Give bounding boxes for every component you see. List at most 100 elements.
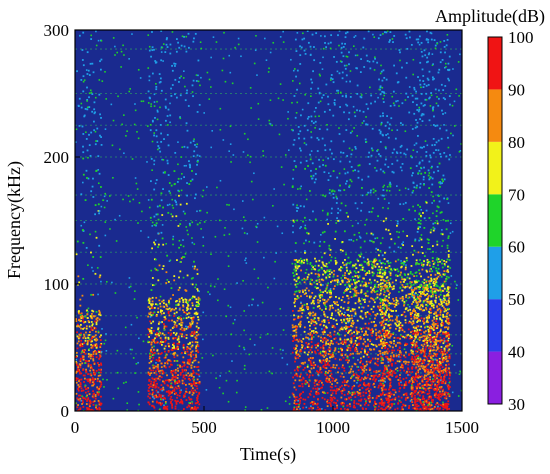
data-point <box>390 342 393 345</box>
data-point <box>197 351 200 354</box>
data-point <box>186 307 188 309</box>
data-point <box>375 363 378 366</box>
data-point <box>404 315 407 318</box>
data-point <box>309 296 311 299</box>
data-point <box>349 271 352 274</box>
data-point <box>399 366 402 369</box>
data-point <box>156 340 159 343</box>
data-point <box>436 222 439 225</box>
data-point <box>356 275 359 277</box>
data-point <box>328 291 331 294</box>
data-point <box>380 401 383 404</box>
data-point <box>335 279 338 282</box>
data-point <box>332 355 335 358</box>
data-point <box>77 389 80 392</box>
data-point <box>188 160 190 163</box>
data-point <box>149 382 152 385</box>
data-point <box>433 373 436 376</box>
data-point <box>297 309 300 312</box>
data-point <box>363 277 365 280</box>
data-point <box>308 376 311 379</box>
data-point <box>443 404 446 407</box>
data-point <box>86 313 89 316</box>
data-point <box>383 384 386 387</box>
data-point <box>314 312 317 315</box>
data-point <box>92 396 95 399</box>
data-point <box>367 356 370 359</box>
data-point <box>302 261 305 264</box>
data-point <box>169 398 172 400</box>
data-point <box>432 329 435 331</box>
data-point <box>331 279 334 282</box>
data-point <box>299 323 302 326</box>
data-point <box>418 239 421 242</box>
data-point <box>408 30 411 33</box>
data-point <box>174 307 177 310</box>
data-point <box>431 183 434 186</box>
data-point <box>418 284 421 287</box>
data-point <box>162 188 164 190</box>
data-point <box>97 331 100 334</box>
data-point <box>162 305 165 308</box>
data-point <box>100 116 102 119</box>
data-point <box>440 323 442 325</box>
data-point <box>389 267 392 270</box>
data-point <box>348 403 351 405</box>
data-point <box>405 361 408 363</box>
data-point <box>400 401 402 404</box>
data-point <box>317 276 320 278</box>
data-point <box>164 345 167 348</box>
data-point <box>174 65 176 67</box>
data-point <box>353 373 356 376</box>
data-point <box>346 104 349 107</box>
data-point <box>432 287 434 290</box>
data-point <box>293 337 295 340</box>
data-point <box>168 345 170 348</box>
data-point <box>310 272 313 275</box>
data-point <box>415 341 418 344</box>
data-point <box>170 384 173 387</box>
data-point <box>192 371 195 374</box>
data-point <box>186 361 189 364</box>
data-point <box>177 385 180 387</box>
data-point <box>383 271 386 274</box>
data-point <box>315 390 318 393</box>
data-point <box>299 261 301 264</box>
data-point <box>312 320 315 323</box>
data-point <box>191 178 194 181</box>
data-point <box>306 231 308 234</box>
data-point <box>440 377 442 379</box>
data-point <box>181 400 184 403</box>
data-point <box>82 406 85 408</box>
data-point <box>329 41 332 44</box>
data-point <box>188 222 191 225</box>
data-point <box>308 385 310 388</box>
data-point <box>383 307 386 310</box>
data-point <box>300 340 303 342</box>
data-point <box>442 392 445 395</box>
data-point <box>310 321 313 324</box>
data-point <box>189 379 192 381</box>
data-point <box>150 158 153 160</box>
data-point <box>379 168 382 171</box>
data-point <box>88 106 91 108</box>
data-point <box>394 398 397 401</box>
data-point <box>340 306 342 309</box>
data-point <box>399 374 401 376</box>
data-point <box>171 386 174 389</box>
data-point <box>75 253 78 256</box>
data-point <box>309 393 312 396</box>
data-point <box>82 357 84 360</box>
data-point <box>310 87 312 90</box>
data-point <box>383 315 385 318</box>
data-point <box>164 350 166 353</box>
data-point <box>152 391 155 394</box>
data-point <box>326 300 328 303</box>
data-point <box>88 393 91 395</box>
data-point <box>95 310 98 313</box>
data-point <box>407 333 410 336</box>
data-point <box>389 335 392 338</box>
data-point <box>385 375 388 378</box>
data-point <box>420 262 423 264</box>
data-point <box>162 171 165 174</box>
